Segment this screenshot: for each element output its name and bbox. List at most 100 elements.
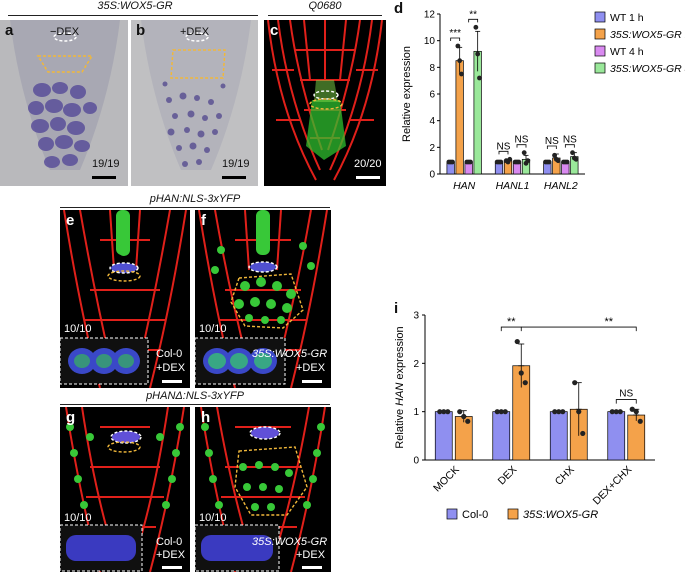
panel-c-label: c: [270, 22, 279, 39]
chart-i-point: [609, 409, 615, 415]
chart-i-category-label: CHX: [553, 464, 577, 488]
chart-i-sig-label: NS: [619, 389, 633, 400]
chart-d-point: [573, 156, 579, 162]
panel-c-ratio: 20/20: [354, 158, 382, 170]
panel-e-scale-bar: [162, 380, 182, 383]
panel-h-treatment: +DEX: [296, 549, 326, 561]
chart-i-point: [572, 380, 578, 386]
chart-i-sig-bracket: [500, 326, 522, 332]
panel-g-ratio: 10/10: [64, 512, 92, 524]
panel-b-scale-bar: [222, 176, 246, 179]
panel-b-image: [131, 20, 258, 186]
chart-i-sig-bracket: [615, 399, 637, 404]
chart-i-point: [560, 409, 566, 415]
chart-i-point: [576, 409, 582, 415]
chart-i-legend-label: 35S:WOX5-GR: [523, 509, 598, 521]
chart-i-point: [461, 413, 467, 420]
panel-a-label: a: [5, 22, 14, 39]
chart-d-sig-bracket: [450, 37, 461, 41]
chart-i-bar: [607, 411, 626, 461]
panel-f-scale-bar: [302, 380, 322, 383]
chart-d-point: [525, 158, 531, 164]
chart-d-y-tick-label: 8: [429, 63, 435, 74]
chart-i-bar: [434, 411, 453, 461]
header-efgh-bottom: pHANΔ:NLS-3xYFP: [146, 390, 244, 402]
chart-d-point: [468, 159, 473, 165]
chart-i-sig-label: **: [604, 316, 613, 328]
chart-i-point: [637, 418, 643, 424]
chart-d-point: [555, 158, 561, 164]
panel-a-condition: −DEX: [50, 26, 80, 38]
chart-d-sig-label: NS: [497, 141, 511, 152]
chart-i-category-label: DEX: [496, 464, 520, 488]
chart-d-category-label: HANL1: [496, 180, 530, 192]
chart-i-y-tick-label: 3: [413, 311, 419, 322]
chart-i-legend-swatch: [507, 508, 519, 520]
panel-f-label: f: [201, 212, 206, 229]
chart-d-y-tick-label: 6: [429, 90, 435, 101]
chart-d-point: [498, 159, 504, 165]
chart-d-point: [455, 43, 461, 49]
panel-c-image: [264, 20, 386, 186]
panel-g-scale-bar: [162, 566, 182, 569]
chart-d-sig-label: NS: [563, 135, 577, 146]
chart-i-point: [580, 430, 586, 437]
chart-i-y-tick-label: 2: [413, 359, 419, 370]
chart-d-bar: [455, 60, 464, 175]
panel-e-image: [60, 210, 190, 388]
chart-i-category-label: MOCK: [431, 464, 462, 495]
panel-a-ratio: 19/19: [92, 158, 120, 170]
panel-e-genotype: Col-0: [156, 348, 183, 360]
chart-d-legend-swatch: [594, 62, 606, 74]
chart-i-legend-swatch: [446, 508, 458, 520]
chart-i-point: [556, 409, 562, 415]
chart-i-point: [514, 338, 520, 345]
panel-g-label: g: [66, 409, 76, 426]
chart-i-point: [522, 380, 528, 386]
chart-d-sig-label: NS: [545, 136, 559, 147]
chart-d-sig-bracket: [546, 145, 557, 149]
chart-d-legend-label: WT 1 h: [610, 12, 644, 24]
panel-c-scale-bar: [356, 176, 380, 179]
chart-d-point: [477, 75, 482, 81]
panel-f-treatment: +DEX: [296, 362, 326, 374]
chart-d-sig-bracket: [516, 144, 527, 148]
chart-i-y-tick-label: 1: [413, 407, 419, 418]
chart-i-point: [552, 409, 558, 415]
chart-i-point: [457, 409, 463, 415]
chart-d-category-label: HANL2: [544, 180, 578, 192]
chart-d-point: [546, 159, 552, 165]
chart-d-category-label: HAN: [453, 180, 476, 192]
panel-i-label: i: [394, 300, 399, 317]
panel-h-label: h: [201, 409, 211, 426]
chart-i-point: [441, 409, 447, 415]
chart-d-point: [564, 159, 570, 165]
panel-c-title: Q0680: [308, 0, 342, 12]
chart-i-point: [498, 409, 504, 415]
chart-d-sig-label: ***: [449, 28, 461, 39]
chart-d-point: [507, 156, 513, 162]
panel-g-genotype: Col-0: [156, 536, 183, 548]
header-ab-line: [8, 15, 258, 16]
chart-i-category-label: DEX+CHX: [591, 464, 635, 508]
chart-d-point: [570, 150, 575, 156]
panel-e-ratio: 10/10: [64, 323, 92, 335]
chart-i: 0 1 2 3 Relative HAN expression MOCK DEX CHX DEX…: [394, 311, 655, 521]
chart-d-point: [459, 71, 464, 77]
chart-d-y-label: Relative expression: [401, 46, 413, 142]
panel-h-genotype: 35S:WOX5-GR: [252, 536, 328, 548]
chart-d-point: [450, 159, 455, 165]
chart-d-y-tick-label: 10: [424, 36, 436, 47]
chart-i-point: [445, 409, 451, 415]
chart-d-sig-label: NS: [515, 135, 529, 146]
chart-i-point: [613, 409, 619, 415]
panel-b-ratio: 19/19: [222, 158, 250, 170]
chart-d-point: [457, 58, 463, 64]
chart-i-point: [629, 406, 635, 412]
panel-h-scale-bar: [302, 566, 322, 569]
chart-i-sig-label: **: [507, 316, 516, 328]
chart-i-point: [633, 409, 639, 415]
panel-a-scale-bar: [92, 176, 116, 179]
header-efgh-top-line: [60, 207, 330, 208]
panel-e-treatment: +DEX: [156, 362, 186, 374]
